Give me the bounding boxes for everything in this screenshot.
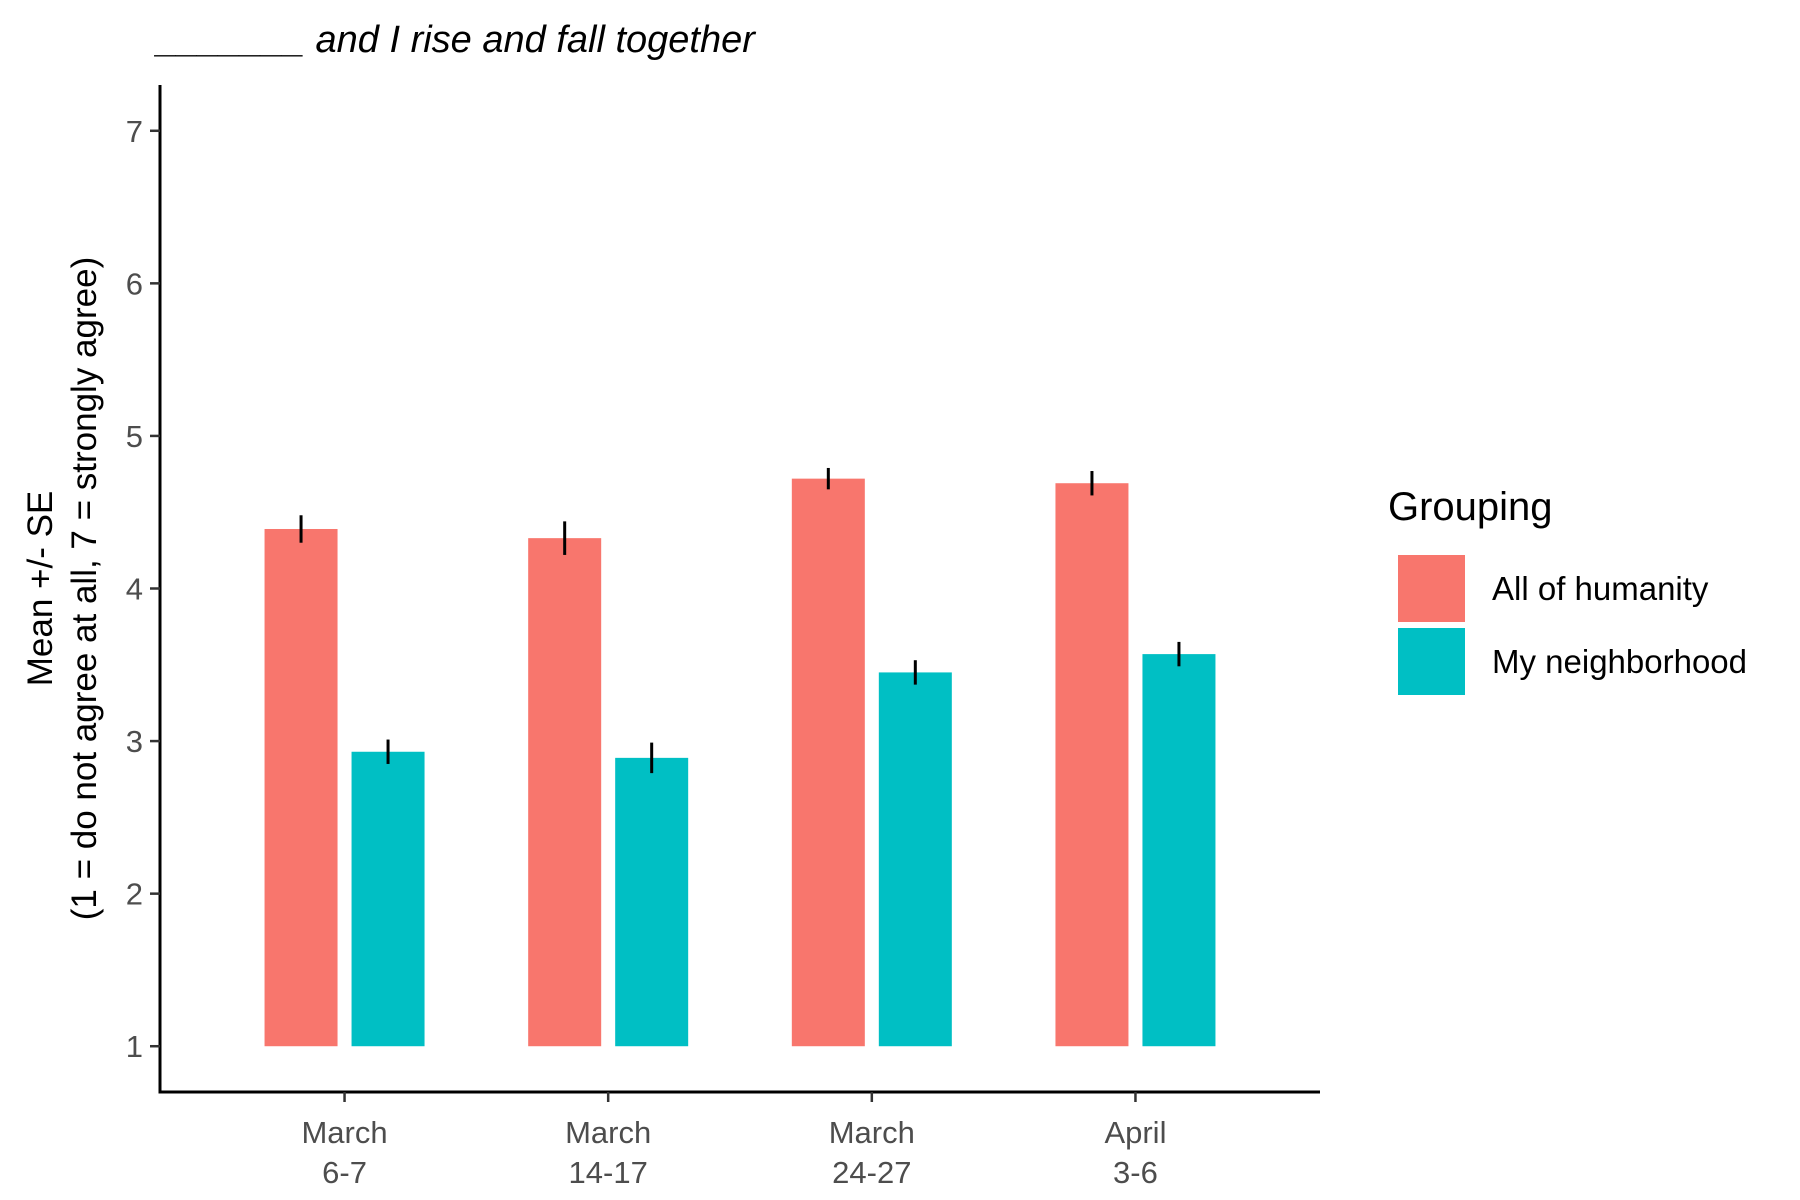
x-tick-label: March 14-17	[565, 1115, 651, 1190]
legend-label: My neighborhood	[1492, 643, 1747, 680]
y-tick-label: 6	[126, 266, 143, 301]
x-tick-label: March 24-27	[829, 1115, 915, 1190]
plot-area: 1 2 3 4 5 6 7 March 6-7 March 14-17 March 24-27 April…	[21, 85, 1320, 1190]
y-tick-label: 4	[126, 572, 143, 607]
bar	[615, 757, 689, 1047]
bar	[878, 672, 952, 1047]
y-tick-label: 7	[126, 114, 143, 149]
y-tick-label: 3	[126, 724, 143, 759]
y-tick-label: 1	[126, 1029, 143, 1064]
bar	[791, 478, 865, 1047]
bar	[264, 528, 338, 1047]
y-tick-label: 2	[126, 877, 143, 912]
bar	[1055, 483, 1129, 1047]
legend-title: Grouping	[1388, 485, 1553, 529]
bar	[1142, 654, 1216, 1047]
y-axis-label: Mean +/- SE (1 = do not agree at all, 7 =…	[21, 257, 104, 920]
x-tick-label: April 3-6	[1104, 1115, 1166, 1190]
x-tick-label: March 6-7	[301, 1115, 387, 1190]
legend: Grouping All of humanity My neighborhood	[1388, 485, 1747, 695]
y-tick-label: 5	[126, 419, 143, 454]
legend-swatch	[1398, 628, 1465, 695]
legend-swatch	[1398, 555, 1465, 622]
chart-title: _______ and I rise and fall together	[154, 19, 756, 61]
legend-label: All of humanity	[1492, 570, 1709, 607]
bar	[528, 538, 602, 1047]
bar	[351, 751, 425, 1047]
